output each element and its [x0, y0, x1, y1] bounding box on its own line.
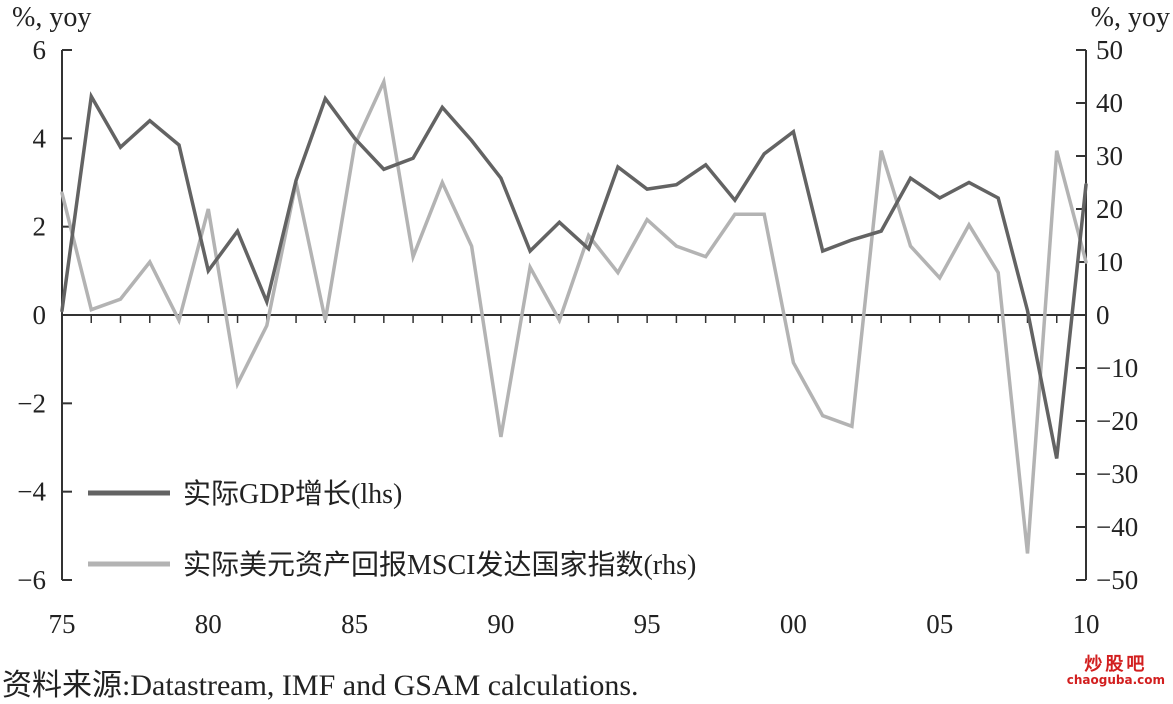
x-axis-tick-label: 80 [195, 609, 222, 639]
legend-label-msci: 实际美元资产回报MSCI发达国家指数(rhs) [183, 549, 696, 581]
right-axis-tick-label: −20 [1096, 406, 1138, 436]
right-axis-tick-label: 30 [1096, 141, 1123, 171]
x-axis-tick-label: 00 [780, 609, 807, 639]
right-axis-tick-label: 20 [1096, 194, 1123, 224]
right-axis-tick-label: −40 [1096, 512, 1138, 542]
left-axis-tick-label: −6 [17, 565, 46, 595]
x-axis-tick-label: 85 [341, 609, 368, 639]
right-axis-tick-label: 0 [1096, 300, 1110, 330]
right-axis-tick-label: 10 [1096, 247, 1123, 277]
right-axis-tick-label: 40 [1096, 88, 1123, 118]
right-axis-tick-label: −50 [1096, 565, 1138, 595]
x-axis-tick-label: 10 [1073, 609, 1100, 639]
legend: 实际GDP增长(lhs) 实际美元资产回报MSCI发达国家指数(rhs) [88, 478, 696, 581]
watermark-en: chaoguba.com [1066, 673, 1165, 687]
series-line-msci [60, 75, 1088, 554]
x-axis-tick-label: 05 [926, 609, 953, 639]
left-axis-tick-label: 2 [33, 212, 47, 242]
watermark-cn: 炒股吧 [1084, 654, 1148, 675]
legend-label-gdp: 实际GDP增长(lhs) [183, 478, 402, 510]
x-axis-tick-label: 95 [634, 609, 661, 639]
x-axis-tick-label: 90 [487, 609, 514, 639]
x-axis-tick-label: 75 [49, 609, 76, 639]
left-axis-unit: %, yoy [12, 2, 91, 33]
left-axis-tick-label: −4 [17, 477, 46, 507]
left-axis-tick-label: −2 [17, 388, 46, 418]
source-note: 资料来源:Datastream, IMF and GSAM calculatio… [2, 669, 639, 702]
watermark-logo: 炒股吧 chaoguba.com [1066, 654, 1165, 687]
right-axis-tick-label: 50 [1096, 35, 1123, 65]
left-axis-tick-label: 0 [33, 300, 47, 330]
right-axis-unit: %, yoy [1091, 2, 1170, 33]
left-axis-tick-label: 6 [33, 35, 47, 65]
series-layer [60, 75, 1088, 554]
right-axis-tick-label: −10 [1096, 353, 1138, 383]
left-axis-tick-label: 4 [33, 123, 47, 153]
right-axis-tick-label: −30 [1096, 459, 1138, 489]
series-line-gdp [60, 91, 1088, 459]
